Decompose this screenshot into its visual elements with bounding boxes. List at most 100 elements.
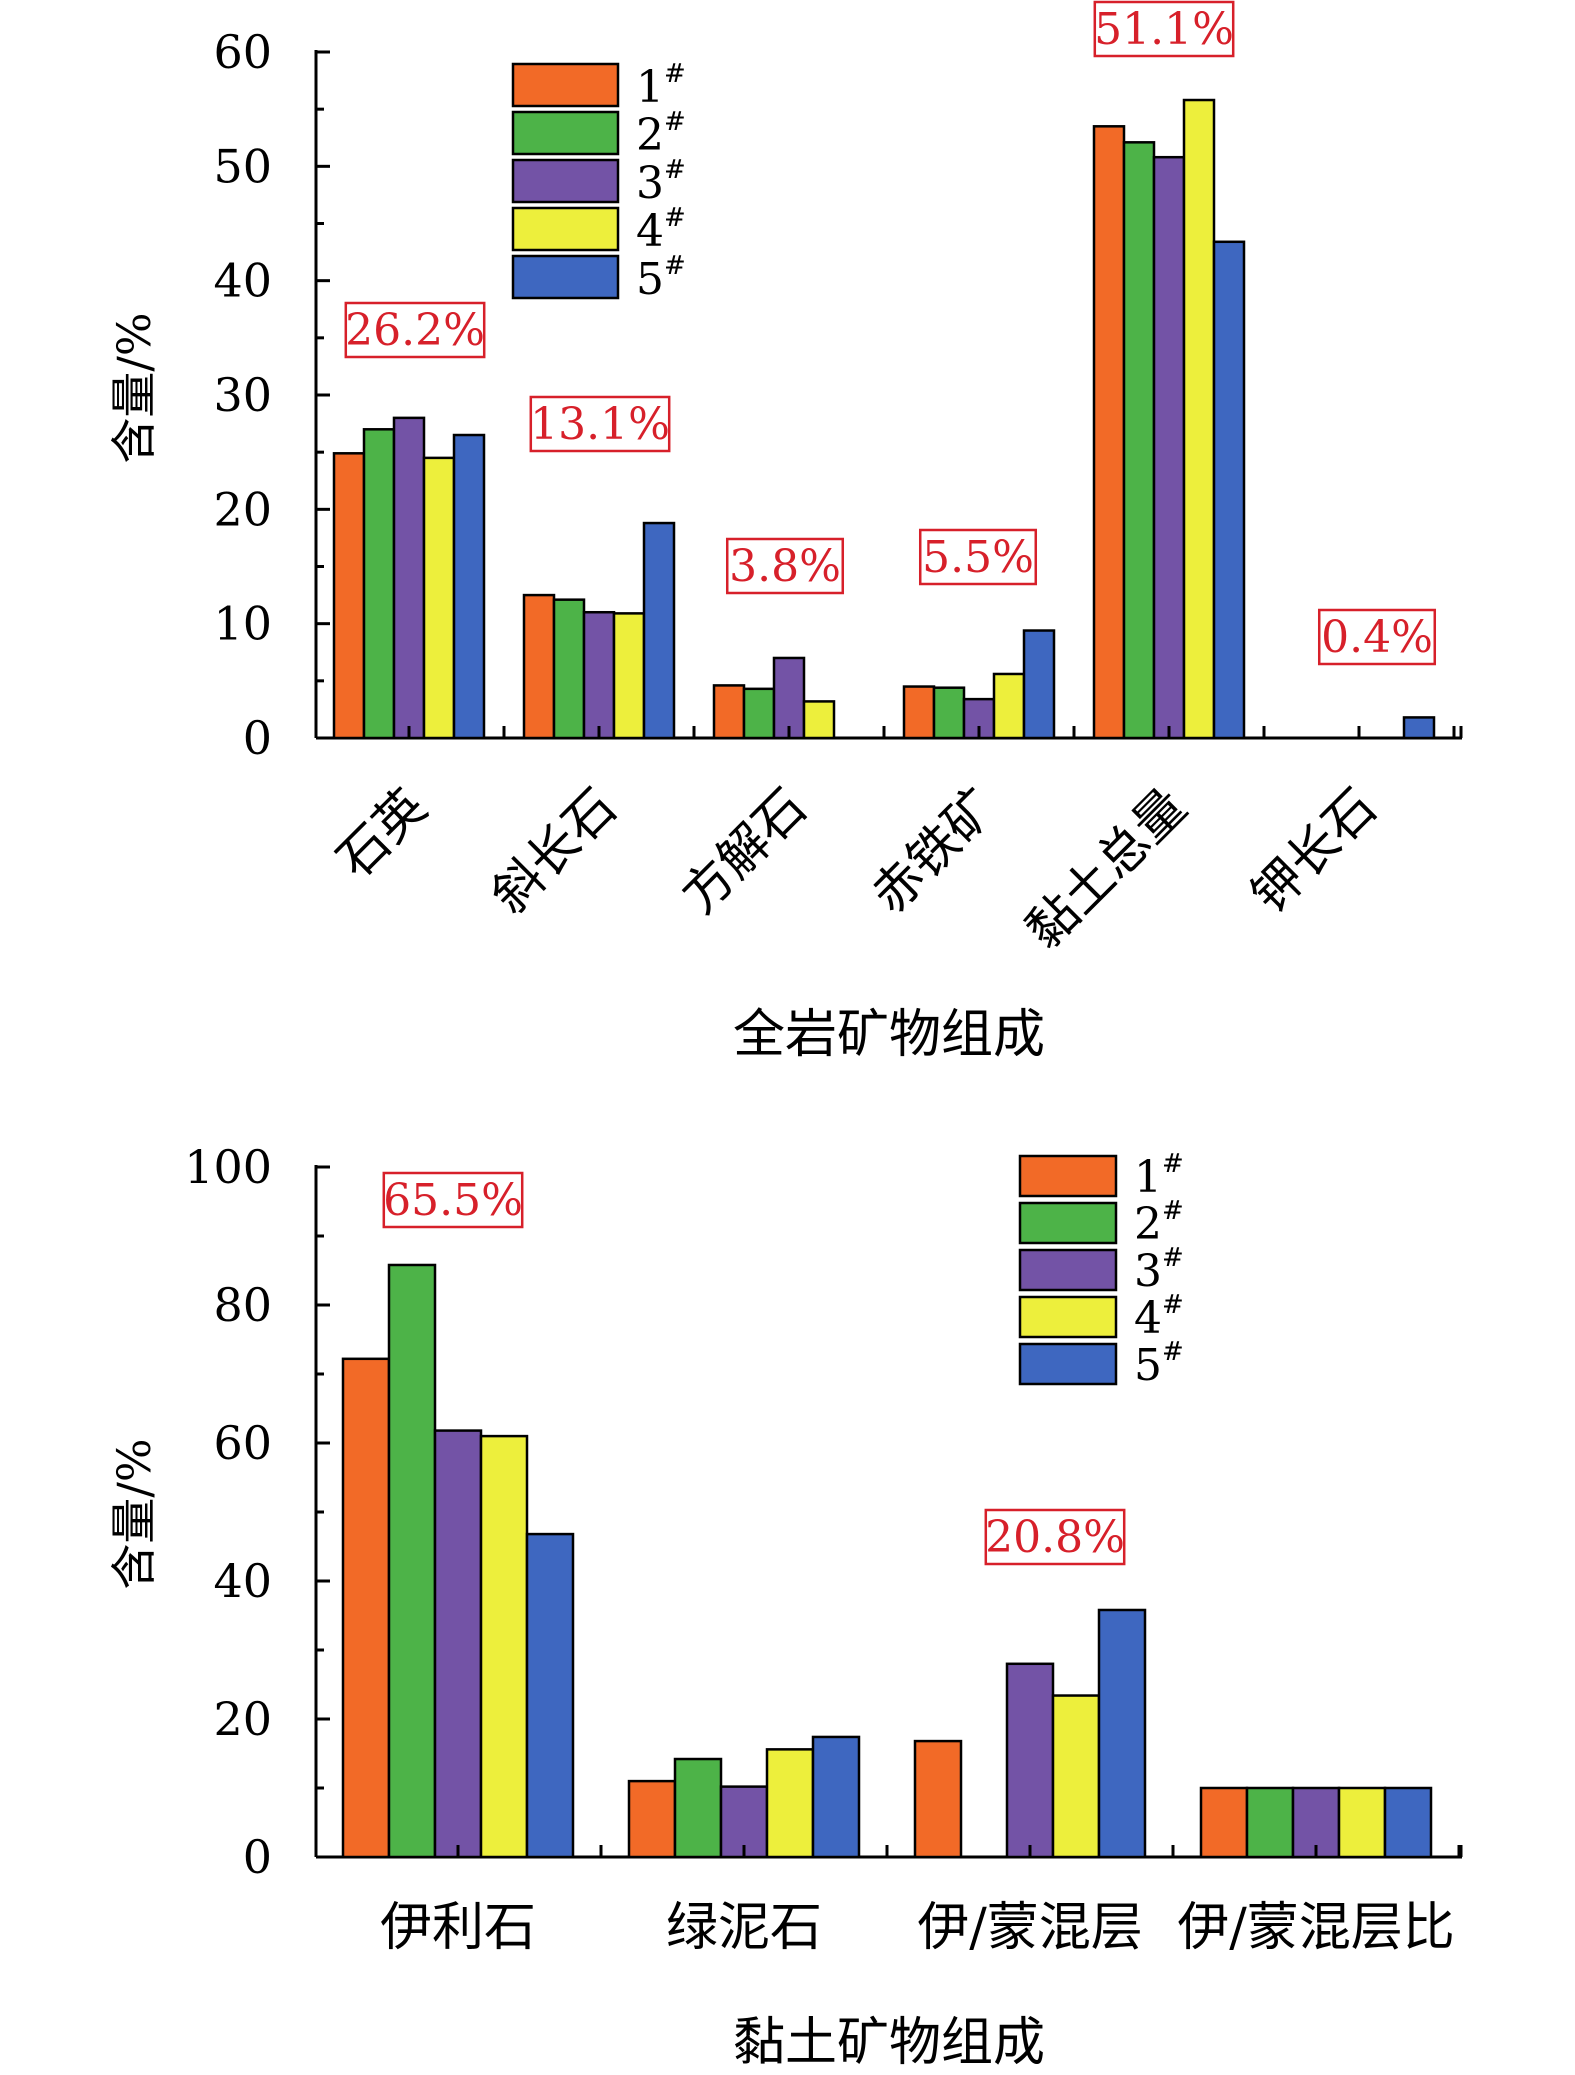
bar-1-斜长石 <box>522 593 556 740</box>
bar-5-斜长石 <box>642 521 676 740</box>
x-tick-label: 绿泥石 <box>666 1898 822 1958</box>
x-tick-label: 黏土总量 <box>1015 777 1197 959</box>
bar-4-方解石 <box>802 700 836 740</box>
annotation-box <box>529 395 671 453</box>
bar-5-钾长石 <box>1402 716 1436 740</box>
annotation-box <box>725 537 845 595</box>
legend-label-3: 3# <box>636 155 686 209</box>
bar-2-黏土总量 <box>1122 141 1156 740</box>
y-tick-label: 10 <box>213 597 272 651</box>
bar-2-绿泥石 <box>673 1757 723 1859</box>
annotation-label: 3.8% <box>729 541 841 592</box>
legend-swatch-3 <box>511 158 620 204</box>
bar-3-伊利石 <box>433 1429 483 1859</box>
legend-label-2: 2# <box>636 107 686 161</box>
x-axis-label: 全岩矿物组成 <box>733 1005 1045 1065</box>
y-tick-label: 100 <box>184 1140 272 1194</box>
bar-4-黏土总量 <box>1182 98 1216 740</box>
legend-label-4: 4# <box>1134 1290 1184 1344</box>
bar-4-斜长石 <box>612 612 646 740</box>
chart-1: 0 10 20 30 40 50 60 含量/% 石英 26.2% 斜长石 13.1% 方解石 3.8% 赤… <box>107 0 1463 1065</box>
bar-2-方解石 <box>742 687 776 740</box>
annotation-box <box>344 301 486 359</box>
legend-swatch-1 <box>1018 1154 1118 1198</box>
y-tick-label: 20 <box>213 1692 272 1746</box>
y-tick-label: 60 <box>213 1416 272 1470</box>
bar-5-伊利石 <box>525 1532 575 1859</box>
annotation-label: 13.1% <box>530 399 670 450</box>
bar-4-伊/蒙混层比 <box>1337 1786 1387 1859</box>
legend-label-5: 5# <box>1134 1337 1184 1391</box>
legend-label-4: 4# <box>636 203 686 257</box>
bar-3-伊/蒙混层 <box>1005 1662 1055 1859</box>
bar-5-伊/蒙混层比 <box>1383 1786 1433 1859</box>
annotation-box <box>1093 0 1235 58</box>
legend-swatch-2 <box>1018 1201 1118 1245</box>
y-tick-label: 40 <box>213 1554 272 1608</box>
legend-swatch-5 <box>511 254 620 300</box>
bar-3-石英 <box>392 416 426 740</box>
bar-1-伊/蒙混层比 <box>1199 1786 1249 1859</box>
bar-4-伊/蒙混层 <box>1051 1694 1101 1859</box>
legend-swatch-1 <box>511 62 620 108</box>
bar-2-赤铁矿 <box>932 686 966 740</box>
y-tick-label: 40 <box>213 254 272 308</box>
annotation-label: 65.5% <box>383 1175 523 1226</box>
legend-swatch-5 <box>1018 1342 1118 1386</box>
x-tick-label: 方解石 <box>670 777 817 924</box>
bar-1-方解石 <box>712 684 746 740</box>
bar-2-石英 <box>362 428 396 740</box>
bar-5-伊/蒙混层 <box>1097 1608 1147 1859</box>
annotation-box <box>382 1171 524 1229</box>
y-tick-label: 60 <box>213 25 272 79</box>
bar-1-黏土总量 <box>1092 125 1126 740</box>
bar-1-赤铁矿 <box>902 685 936 740</box>
y-tick-label: 20 <box>213 482 272 536</box>
x-tick-label: 斜长石 <box>480 777 627 924</box>
bar-1-石英 <box>332 452 366 740</box>
legend-label-1: 1# <box>1134 1149 1184 1203</box>
annotation-label: 0.4% <box>1321 612 1433 663</box>
bar-3-斜长石 <box>582 610 616 740</box>
bar-5-石英 <box>452 433 486 740</box>
legend-swatch-3 <box>1018 1248 1118 1292</box>
bar-5-黏土总量 <box>1212 240 1246 740</box>
annotation-label: 26.2% <box>345 305 485 356</box>
legend-swatch-4 <box>1018 1295 1118 1339</box>
y-tick-label: 30 <box>213 368 272 422</box>
annotation-label: 5.5% <box>922 532 1034 583</box>
bar-1-伊/蒙混层 <box>913 1739 963 1859</box>
bar-2-伊/蒙混层比 <box>1245 1786 1295 1859</box>
annotation-box <box>984 1508 1126 1566</box>
bar-4-伊利石 <box>479 1434 529 1859</box>
legend-label-2: 2# <box>1134 1196 1184 1250</box>
bar-5-绿泥石 <box>811 1735 861 1859</box>
bar-3-方解石 <box>772 656 806 740</box>
y-tick-label: 0 <box>243 1830 272 1884</box>
y-tick-label: 50 <box>213 139 272 193</box>
annotation-label: 20.8% <box>985 1512 1125 1563</box>
legend-swatch-4 <box>511 206 620 252</box>
y-tick-label: 80 <box>213 1278 272 1332</box>
x-axis-label: 黏土矿物组成 <box>733 2013 1045 2073</box>
y-tick-label: 0 <box>243 711 272 765</box>
y-axis-label: 含量/% <box>107 1438 161 1589</box>
bar-4-绿泥石 <box>765 1748 815 1859</box>
bar-4-石英 <box>422 456 456 740</box>
legend-label-1: 1# <box>636 59 686 113</box>
bar-2-伊利石 <box>387 1263 437 1859</box>
bar-5-赤铁矿 <box>1022 629 1056 740</box>
legend-label-3: 3# <box>1134 1243 1184 1297</box>
bar-2-斜长石 <box>552 598 586 740</box>
chart-2: 0 20 40 60 80 100 含量/% 伊利石 65.5% 绿泥石 伊/蒙混层 20.8% 伊/蒙… <box>107 1140 1463 2073</box>
bar-1-伊利石 <box>341 1357 391 1859</box>
legend-swatch-2 <box>511 110 620 156</box>
x-tick-label: 赤铁矿 <box>860 777 1007 924</box>
x-tick-label: 伊利石 <box>380 1898 536 1958</box>
x-tick-label: 伊/蒙混层比 <box>1177 1898 1455 1958</box>
bar-1-绿泥石 <box>627 1779 677 1859</box>
annotation-box <box>918 528 1038 586</box>
annotation-box <box>1317 608 1437 666</box>
x-tick-label: 钾长石 <box>1240 777 1387 924</box>
